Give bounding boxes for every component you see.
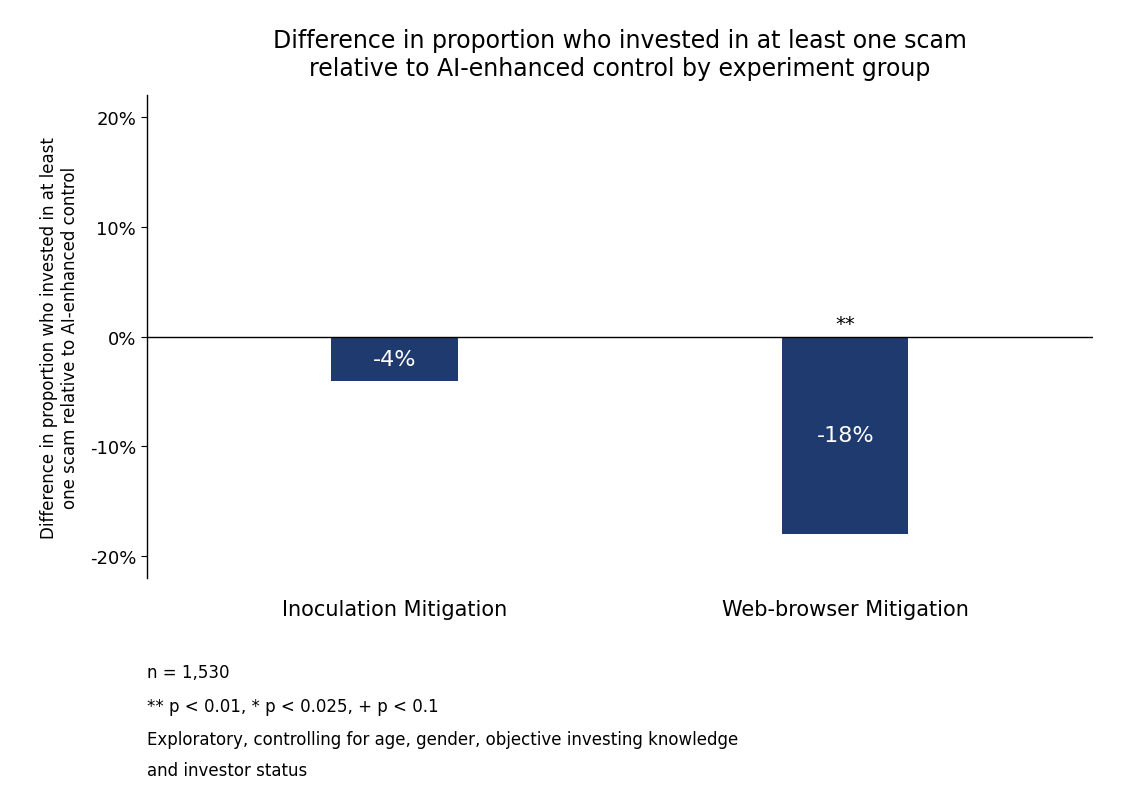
- Bar: [782, 337, 908, 534]
- Text: -4%: -4%: [373, 349, 416, 369]
- Text: and investor status: and investor status: [147, 761, 307, 779]
- Text: -18%: -18%: [816, 426, 875, 446]
- Text: ** p < 0.01, * p < 0.025, + p < 0.1: ** p < 0.01, * p < 0.025, + p < 0.1: [147, 697, 438, 715]
- Text: Exploratory, controlling for age, gender, objective investing knowledge: Exploratory, controlling for age, gender…: [147, 731, 738, 748]
- Y-axis label: Difference in proportion who invested in at least
one scam relative to AI-enhanc: Difference in proportion who invested in…: [39, 137, 79, 538]
- Text: **: **: [835, 315, 855, 334]
- Bar: [331, 337, 458, 381]
- Title: Difference in proportion who invested in at least one scam
relative to AI-enhanc: Difference in proportion who invested in…: [273, 29, 967, 80]
- Text: n = 1,530: n = 1,530: [147, 663, 229, 681]
